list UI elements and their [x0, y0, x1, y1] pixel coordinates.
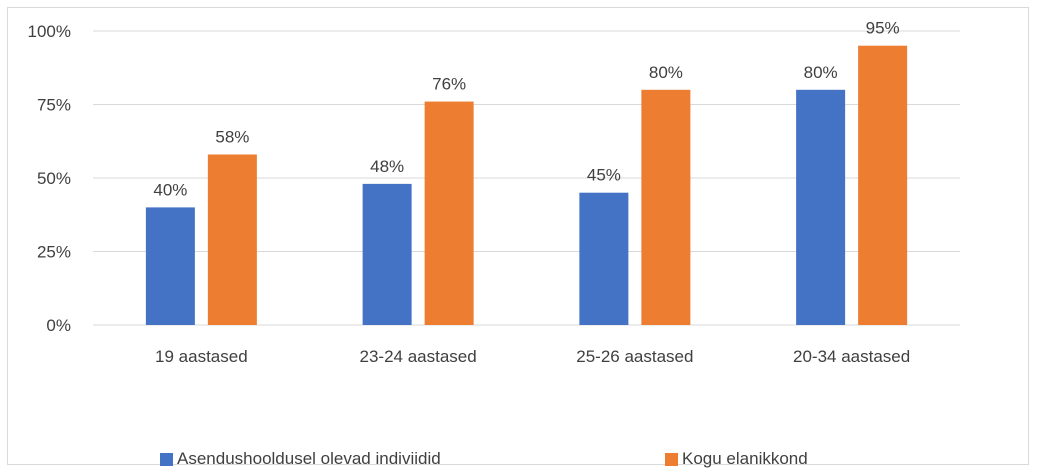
data-label: 48% [370, 157, 404, 176]
bar-series-2-3 [641, 89, 691, 325]
bar-series-2-2 [424, 101, 474, 325]
y-axis: 0% 25% 50% 75% 100% [28, 22, 71, 335]
y-tick-label: 0% [46, 316, 71, 335]
bar-series-1-1 [145, 207, 195, 325]
x-tick-label: 25-26 aastased [576, 347, 693, 366]
legend-label-series-2: Kogu elanikkond [682, 449, 808, 468]
x-tick-label: 19 aastased [155, 347, 248, 366]
y-tick-label: 100% [28, 22, 71, 41]
y-tick-label: 50% [37, 169, 71, 188]
bar-series-1-4 [796, 89, 846, 325]
bar-series-2-1 [207, 154, 257, 325]
legend-label-series-1: Asendushooldusel olevad indiviidid [177, 449, 441, 468]
data-label: 80% [804, 63, 838, 82]
legend-swatch-series-2 [665, 452, 678, 466]
data-label: 80% [649, 63, 683, 82]
data-label: 76% [432, 75, 466, 94]
x-tick-label: 20-34 aastased [793, 347, 910, 366]
legend-swatch-series-1 [160, 452, 173, 466]
bars [145, 45, 908, 325]
data-label: 40% [153, 180, 187, 199]
bar-series-2-4 [858, 45, 908, 325]
legend-item-series-2: Kogu elanikkond [665, 449, 808, 469]
data-label: 58% [215, 127, 249, 146]
x-tick-label: 23-24 aastased [360, 347, 477, 366]
legend-item-series-1: Asendushooldusel olevad indiviidid [160, 449, 441, 469]
x-axis: 19 aastased 23-24 aastased 25-26 aastased 2… [155, 347, 910, 366]
bar-series-1-3 [579, 192, 629, 325]
data-label: 45% [587, 166, 621, 185]
bar-series-1-2 [362, 183, 412, 325]
y-tick-label: 25% [37, 243, 71, 262]
data-label: 95% [866, 19, 900, 38]
y-tick-label: 75% [37, 96, 71, 115]
data-labels: 40% 58% 48% 76% 45% 80% 80% 95% [153, 19, 899, 200]
